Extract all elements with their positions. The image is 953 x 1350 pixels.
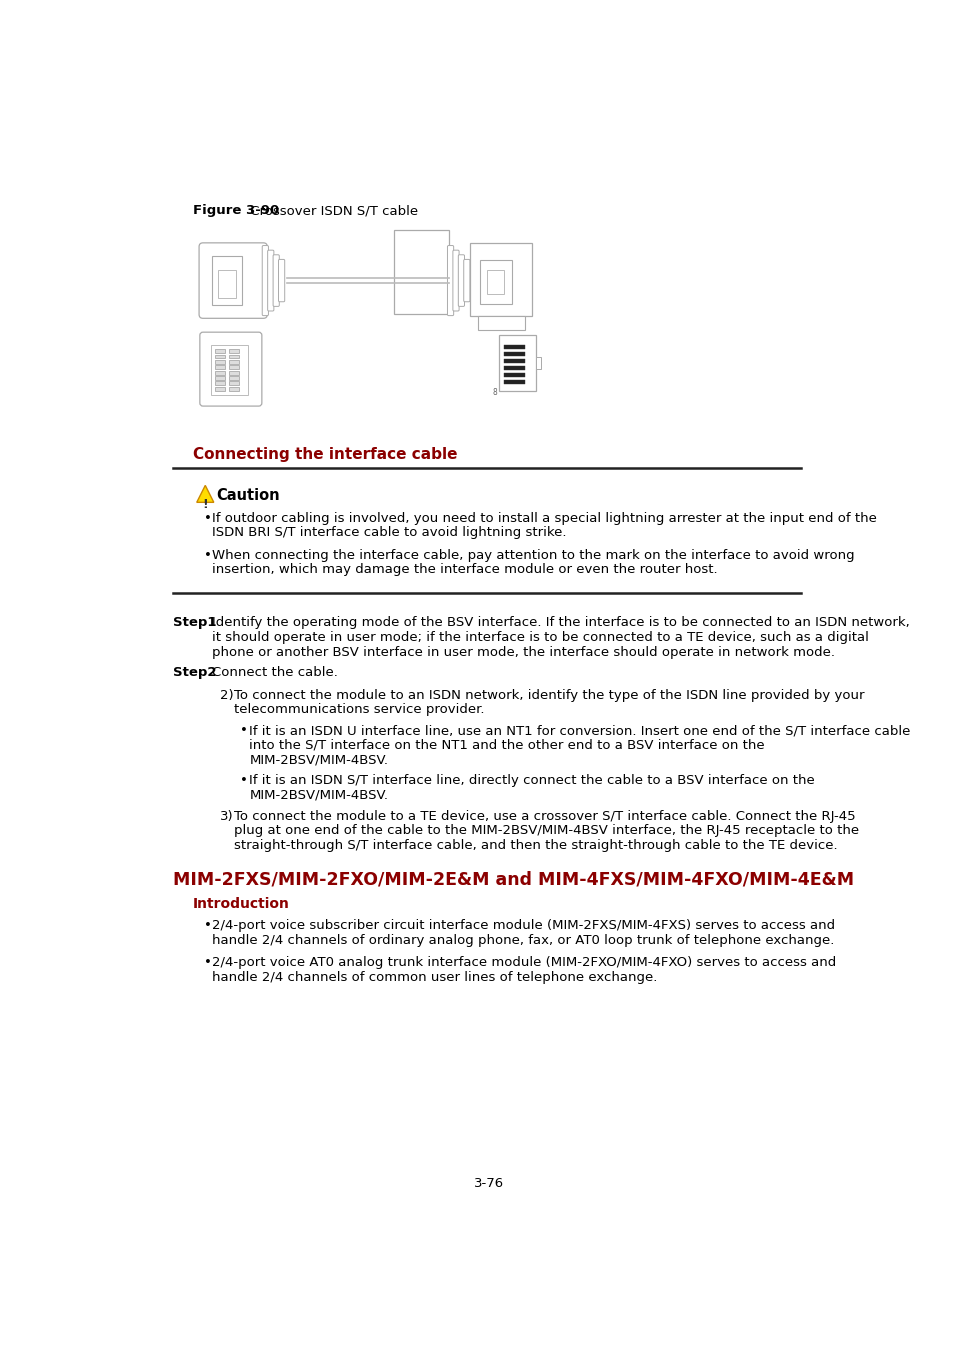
Text: straight-through S/T interface cable, and then the straight-through cable to the: straight-through S/T interface cable, an…: [233, 838, 837, 852]
Bar: [503, 366, 525, 370]
Text: •: •: [240, 724, 248, 737]
Text: MIM-2BSV/MIM-4BSV.: MIM-2BSV/MIM-4BSV.: [249, 788, 388, 802]
FancyBboxPatch shape: [273, 255, 279, 306]
Bar: [503, 359, 525, 363]
Text: handle 2/4 channels of ordinary analog phone, fax, or AT0 loop trunk of telephon: handle 2/4 channels of ordinary analog p…: [212, 934, 834, 946]
Bar: [215, 377, 224, 379]
Text: If it is an ISDN S/T interface line, directly connect the cable to a BSV interfa: If it is an ISDN S/T interface line, dir…: [249, 774, 815, 787]
FancyBboxPatch shape: [457, 255, 464, 306]
Text: it should operate in user mode; if the interface is to be connected to a TE devi: it should operate in user mode; if the i…: [212, 630, 868, 644]
Bar: [229, 382, 238, 385]
Text: plug at one end of the cable to the MIM-2BSV/MIM-4BSV interface, the RJ-45 recep: plug at one end of the cable to the MIM-…: [233, 825, 858, 837]
Bar: [498, 335, 536, 390]
FancyBboxPatch shape: [278, 259, 284, 302]
Bar: [229, 366, 238, 369]
Text: 3-76: 3-76: [474, 1177, 503, 1189]
Text: Connecting the interface cable: Connecting the interface cable: [193, 447, 456, 462]
Text: handle 2/4 channels of common user lines of telephone exchange.: handle 2/4 channels of common user lines…: [212, 971, 657, 984]
Text: 8: 8: [493, 387, 497, 397]
Text: If outdoor cabling is involved, you need to install a special lightning arrester: If outdoor cabling is involved, you need…: [212, 512, 876, 525]
Bar: [215, 350, 224, 352]
Text: •: •: [204, 956, 213, 969]
Text: •: •: [204, 548, 213, 562]
Bar: [215, 355, 224, 358]
Text: Identify the operating mode of the BSV interface. If the interface is to be conn: Identify the operating mode of the BSV i…: [212, 617, 909, 629]
Text: •: •: [240, 774, 248, 787]
Text: 3): 3): [220, 810, 233, 822]
Text: If it is an ISDN U interface line, use an NT1 for conversion. Insert one end of : If it is an ISDN U interface line, use a…: [249, 724, 910, 737]
Text: 2/4-port voice subscriber circuit interface module (MIM-2FXS/MIM-4FXS) serves to: 2/4-port voice subscriber circuit interf…: [212, 919, 835, 931]
Text: Crossover ISDN S/T cable: Crossover ISDN S/T cable: [245, 204, 417, 217]
Bar: [215, 387, 224, 390]
Bar: [215, 366, 224, 369]
Bar: [229, 350, 238, 352]
Text: Caution: Caution: [216, 489, 279, 504]
FancyBboxPatch shape: [268, 250, 274, 310]
FancyBboxPatch shape: [463, 259, 470, 302]
Text: To connect the module to an ISDN network, identify the type of the ISDN line pro: To connect the module to an ISDN network…: [233, 688, 863, 702]
Bar: [215, 382, 224, 385]
FancyBboxPatch shape: [262, 246, 268, 316]
Polygon shape: [196, 486, 213, 502]
FancyBboxPatch shape: [199, 243, 267, 319]
Text: Introduction: Introduction: [193, 896, 290, 911]
Bar: [212, 256, 241, 305]
Text: Connect the cable.: Connect the cable.: [212, 667, 337, 679]
Text: Step2: Step2: [173, 667, 216, 679]
Text: telecommunications service provider.: telecommunications service provider.: [233, 703, 484, 717]
Bar: [503, 352, 525, 356]
Bar: [536, 356, 540, 369]
Text: 2): 2): [220, 688, 233, 702]
FancyBboxPatch shape: [199, 332, 261, 406]
Text: •: •: [204, 919, 213, 931]
Bar: [229, 355, 238, 358]
Text: 2/4-port voice AT0 analog trunk interface module (MIM-2FXO/MIM-4FXO) serves to a: 2/4-port voice AT0 analog trunk interfac…: [212, 956, 836, 969]
Bar: [229, 371, 238, 374]
Bar: [503, 379, 525, 383]
Text: ISDN BRI S/T interface cable to avoid lightning strike.: ISDN BRI S/T interface cable to avoid li…: [212, 526, 566, 539]
Bar: [470, 243, 532, 316]
Bar: [215, 371, 224, 374]
Text: into the S/T interface on the NT1 and the other end to a BSV interface on the: into the S/T interface on the NT1 and th…: [249, 738, 764, 752]
Text: •: •: [204, 512, 213, 525]
Bar: [503, 346, 525, 350]
Bar: [229, 387, 238, 390]
Bar: [215, 360, 224, 363]
Bar: [479, 259, 512, 305]
Text: Step1: Step1: [173, 617, 216, 629]
Bar: [211, 346, 248, 396]
Text: MIM-2BSV/MIM-4BSV.: MIM-2BSV/MIM-4BSV.: [249, 753, 388, 767]
FancyBboxPatch shape: [447, 246, 454, 316]
Text: When connecting the interface cable, pay attention to the mark on the interface : When connecting the interface cable, pay…: [212, 548, 854, 562]
Text: insertion, which may damage the interface module or even the router host.: insertion, which may damage the interfac…: [212, 563, 717, 576]
Text: MIM-2FXS/MIM-2FXO/MIM-2E&M and MIM-4FXS/MIM-4FXO/MIM-4E&M: MIM-2FXS/MIM-2FXO/MIM-2E&M and MIM-4FXS/…: [173, 871, 854, 888]
FancyBboxPatch shape: [453, 250, 458, 310]
Text: phone or another BSV interface in user mode, the interface should operate in net: phone or another BSV interface in user m…: [212, 645, 835, 659]
Bar: [218, 270, 235, 297]
Bar: [394, 230, 448, 315]
Text: To connect the module to a TE device, use a crossover S/T interface cable. Conne: To connect the module to a TE device, us…: [233, 810, 855, 822]
Bar: [477, 316, 524, 329]
Text: Figure 3-90: Figure 3-90: [193, 204, 279, 217]
Bar: [229, 360, 238, 363]
Bar: [229, 377, 238, 379]
Bar: [487, 270, 504, 294]
Bar: [503, 373, 525, 377]
Text: !: !: [202, 498, 208, 512]
